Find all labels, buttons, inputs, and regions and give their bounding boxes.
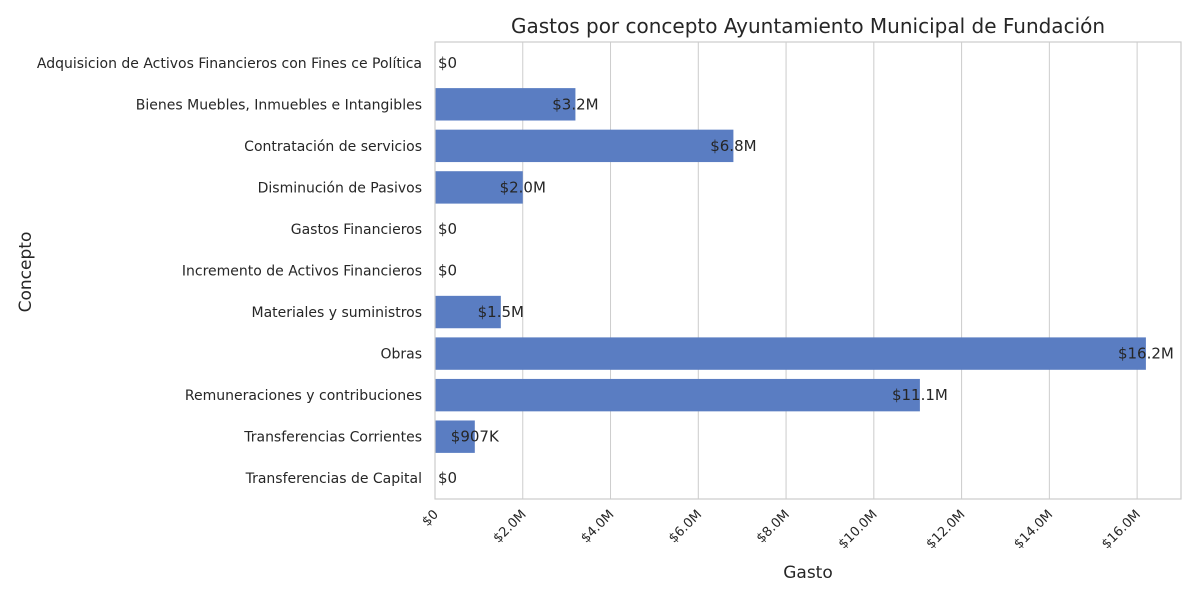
x-tick-label: $16.0M [1099,507,1144,552]
x-tick-label: $6.0M [666,507,705,546]
data-label: $907K [451,428,500,446]
bar [435,420,475,453]
category-label: Materiales y suministros [251,305,422,321]
x-tick-label: $4.0M [578,507,617,546]
x-tick-label: $14.0M [1011,507,1056,552]
x-axis-label: Gasto [783,563,833,583]
data-label: $2.0M [500,178,546,196]
data-label: $16.2M [1118,345,1174,363]
bar [435,171,523,204]
data-label: $1.5M [478,303,524,321]
data-label: $6.8M [710,137,756,155]
bars [435,88,1146,453]
data-label: $0 [438,262,457,280]
category-label: Transferencias de Capital [245,471,422,487]
data-label: $11.1M [892,386,948,404]
bar [435,129,734,163]
category-label: Gastos Financieros [291,222,422,238]
bar [435,295,501,329]
category-label: Incremento de Activos Financieros [182,264,422,280]
category-label: Remuneraciones y contribuciones [185,388,422,404]
chart-title: Gastos por concepto Ayuntamiento Municip… [511,14,1105,38]
category-label: Disminución de Pasivos [258,180,422,196]
x-tick-labels: $0 $2.0M $4.0M $6.0M $8.0M $10.0M $12.0M $14.0M… [420,507,1144,552]
data-label: $0 [438,220,457,238]
data-label: $3.2M [552,95,598,113]
category-label: Contratación de servicios [244,139,422,155]
bar [435,378,920,412]
category-label: Bienes Muebles, Inmuebles e Intangibles [136,97,422,113]
x-tick-label: $2.0M [491,507,530,546]
data-label: $0 [438,469,457,487]
x-tick-label: $12.0M [924,507,969,552]
x-tick-label: $0 [420,507,442,529]
plot-frame [434,41,1182,500]
category-label: Obras [380,347,422,363]
category-labels: Adquisicion de Activos Financieros con F… [37,56,422,487]
data-label: $0 [438,54,457,72]
x-tick-label: $8.0M [754,507,793,546]
category-label: Adquisicion de Activos Financieros con F… [37,56,422,72]
data-labels: $0 $3.2M $6.8M $2.0M $0 $0 $1.5M $16.2M $11.1M $9… [438,54,1174,487]
y-axis-label: Concepto [16,232,36,313]
category-label: Transferencias Corrientes [243,430,422,446]
x-tick-label: $10.0M [836,507,881,552]
bar [435,337,1146,370]
bar [435,88,576,121]
